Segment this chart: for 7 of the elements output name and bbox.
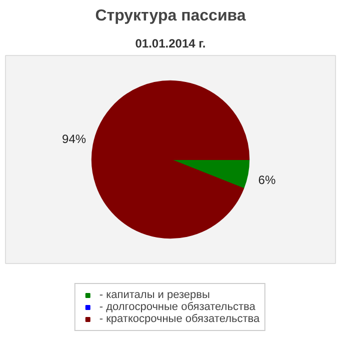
chart-subtitle: 01.01.2014 г. [135, 36, 206, 50]
data-label: 94% [62, 132, 86, 146]
chart-title: Структура пассива [95, 8, 246, 24]
legend-label: - капиталы и резервы [99, 289, 210, 301]
data-label: 6% [258, 172, 276, 187]
legend-label: - краткосрочные обязательства [99, 313, 260, 325]
legend-label: - долгосрочные обязательства [99, 301, 256, 313]
